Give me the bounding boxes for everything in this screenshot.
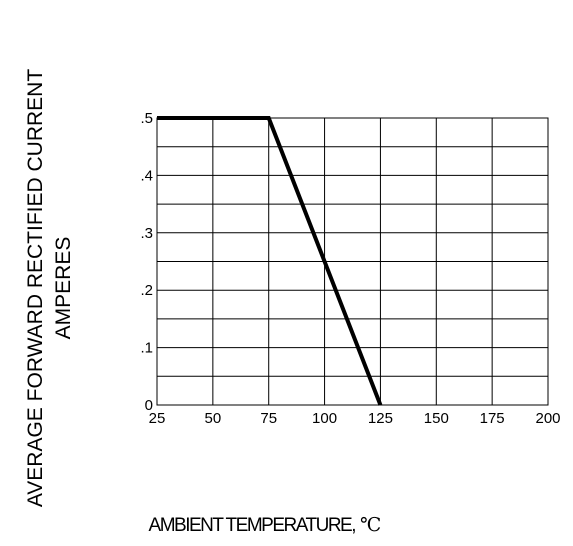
plot-frame (156, 117, 549, 406)
grid (157, 118, 548, 405)
y-tick-label: .5 (140, 110, 153, 127)
y-tick-label: .4 (140, 167, 153, 184)
x-tick-label: 75 (260, 410, 277, 427)
x-tick-label: 50 (205, 410, 222, 427)
y-axis-label-line-1: AVERAGE FORWARD RECTIFIED CURRENT (24, 69, 47, 507)
y-tick-label: .2 (140, 282, 153, 299)
x-tick-label: 25 (149, 410, 166, 427)
x-tick-label: 175 (480, 410, 505, 427)
series-line (157, 116, 383, 406)
x-tick-label: 150 (424, 410, 449, 427)
x-tick-label: 125 (368, 410, 393, 427)
series-layer (157, 116, 383, 406)
y-axis-label-line-2: AMPERES (52, 237, 75, 340)
x-tick-labels: 25 50 75 100 125 150 175 200 (149, 410, 561, 427)
y-tick-label: .3 (140, 225, 153, 242)
x-tick-label: 200 (535, 410, 560, 427)
x-axis-unit: ℃ (360, 514, 381, 536)
x-tick-label: 100 (312, 410, 337, 427)
x-axis-label: AMBIENT TEMPERATURE, (149, 515, 356, 536)
y-tick-label: 0 (145, 397, 153, 414)
y-tick-label: .1 (140, 340, 153, 357)
y-tick-labels: 0 .1 .2 .3 .4 .5 (140, 110, 153, 414)
